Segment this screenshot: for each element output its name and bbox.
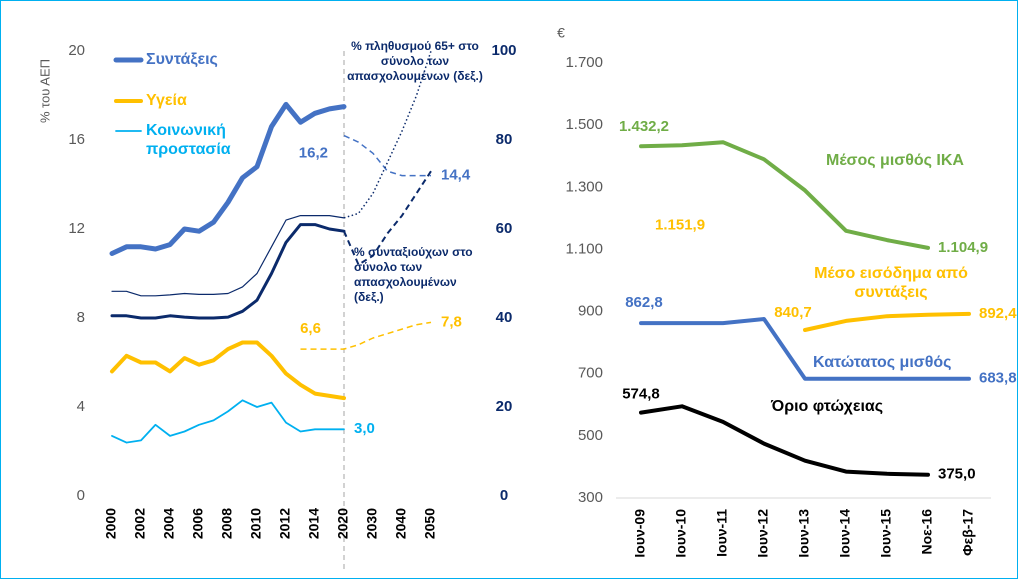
value-label: 3,0 — [354, 420, 375, 437]
series-name: Κατώτατος μισθός — [813, 354, 952, 371]
unit-label: € — [557, 25, 565, 41]
value-label: 1.151,9 — [655, 216, 705, 233]
x-tick-label: Νοε-16 — [919, 509, 935, 555]
value-label: 1.432,2 — [619, 118, 669, 135]
value-label: 574,8 — [622, 386, 660, 403]
x-tick-label: 2020 — [335, 508, 351, 539]
x-tick-label: Ιουν-10 — [673, 509, 689, 558]
value-label: 862,8 — [625, 294, 663, 311]
x-tick-label: 2040 — [393, 508, 409, 539]
series-line — [639, 404, 930, 477]
series-line — [111, 399, 345, 444]
value-label: 1.104,9 — [938, 239, 988, 256]
x-tick-label: 2008 — [219, 508, 235, 539]
y-tick-label: 300 — [578, 489, 603, 506]
value-label: 6,6 — [300, 320, 321, 337]
y-tick-label: 8 — [77, 309, 85, 326]
series-name: Συντάξεις — [146, 51, 218, 68]
x-tick-label: 2006 — [190, 508, 206, 539]
y2-tick-label: 80 — [496, 131, 513, 148]
y2-tick-label: 60 — [496, 220, 513, 237]
x-tick-label: Ιουν-15 — [878, 509, 894, 558]
value-label: 14,4 — [441, 167, 471, 184]
y-tick-label: 0 — [77, 487, 85, 504]
series-line — [639, 317, 971, 381]
y-tick-label: 12 — [68, 220, 85, 237]
y-tick-label: 500 — [578, 427, 603, 444]
y-tick-label: 4 — [77, 398, 85, 415]
x-tick-label: 2004 — [161, 508, 177, 539]
y2-tick-label: 20 — [496, 398, 513, 415]
y-tick-label: 16 — [68, 131, 85, 148]
y-tick-label: 1.500 — [565, 116, 603, 133]
y-tick-label: 1.300 — [565, 178, 603, 195]
x-tick-label: Φεβ-17 — [960, 509, 976, 556]
x-tick-label: Ιουν-12 — [755, 509, 771, 558]
series-line — [109, 101, 347, 256]
x-tick-label: Ιουν-09 — [632, 509, 648, 558]
y2-tick-label: 40 — [496, 309, 513, 326]
series-line — [111, 215, 345, 297]
series-line — [110, 223, 346, 320]
y-tick-label: 700 — [578, 365, 603, 382]
y-tick-label: 900 — [578, 303, 603, 320]
value-label: 16,2 — [299, 145, 328, 162]
y2-tick-label: 100 — [491, 42, 516, 59]
x-tick-label: 2030 — [364, 508, 380, 539]
x-tick-label: Ιουν-14 — [837, 509, 853, 558]
x-tick-label: 2002 — [132, 508, 148, 539]
series-line — [803, 311, 971, 332]
y2-tick-label: 0 — [500, 487, 508, 504]
series-line — [343, 134, 431, 177]
value-label: 683,8 — [979, 370, 1017, 387]
series-name: % συνταξιούχων στο σύνολο των απασχολουμ… — [354, 245, 473, 304]
series-name: Κοινωνική προστασία — [146, 122, 231, 158]
series-name: % πληθυσμού 65+ στο σύνολο των απασχολου… — [347, 39, 483, 83]
value-label: 892,4 — [979, 305, 1017, 322]
x-tick-label: 2050 — [422, 508, 438, 539]
x-tick-label: 2010 — [248, 508, 264, 539]
series-name: Μέσος μισθός ΙΚΑ — [826, 152, 964, 169]
y-tick-label: 20 — [68, 42, 85, 59]
x-tick-label: 2014 — [306, 508, 322, 539]
series-line — [300, 321, 432, 350]
series-name: Όριο φτώχειας — [771, 398, 884, 415]
x-tick-label: 2000 — [103, 508, 119, 539]
value-label: 7,8 — [441, 313, 462, 330]
value-label: 840,7 — [774, 304, 812, 321]
x-tick-label: Ιουν-11 — [714, 509, 730, 557]
value-label: 375,0 — [938, 466, 976, 483]
x-tick-label: 2012 — [277, 508, 293, 539]
series-name: Υγεία — [146, 92, 187, 109]
y-tick-label: 1.700 — [565, 54, 603, 71]
y-tick-label: 1.100 — [565, 240, 603, 257]
series-line — [343, 170, 432, 266]
y-axis-label: % του ΑΕΠ — [37, 59, 52, 123]
series-name: Μέσο εισόδημα από συντάξεις — [814, 265, 968, 301]
series-line — [639, 140, 930, 250]
x-tick-label: Ιουν-13 — [796, 509, 812, 558]
series-line — [110, 340, 346, 401]
